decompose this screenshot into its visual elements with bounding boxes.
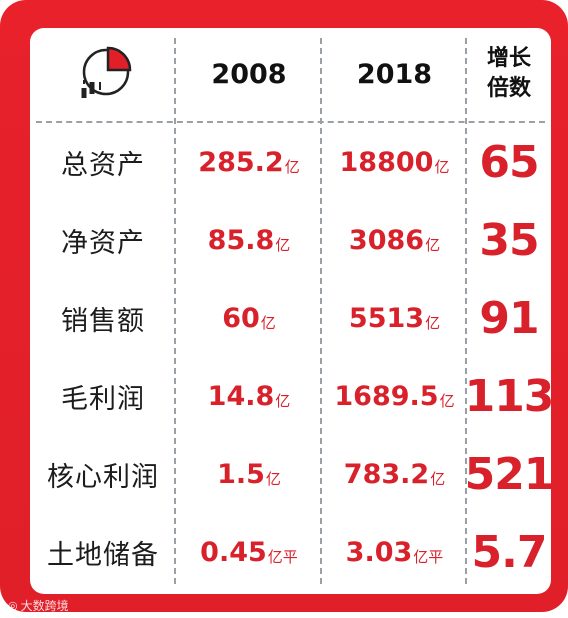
value-number: 3.03: [345, 536, 413, 568]
growth-multiple: 113: [464, 370, 551, 422]
table-row: 销售额 60 亿 5513 亿 91: [30, 279, 551, 357]
column-divider: [465, 38, 467, 584]
comparison-table: 2008 2018 增长 倍数 总资产 285.2 亿 18800 亿 65 净资产…: [30, 28, 551, 594]
value-2018: 3086 亿: [322, 201, 467, 279]
value-unit: 亿: [265, 469, 281, 488]
value-number: 60: [222, 302, 260, 334]
growth-multiple: 35: [479, 214, 539, 266]
watermark-text: 大数跨境: [20, 599, 69, 613]
table-row: 土地储备 0.45 亿平 3.03 亿平 5.7: [30, 513, 551, 591]
growth-multiple: 5.7: [471, 526, 548, 578]
value-2018: 3.03 亿平: [322, 513, 467, 591]
value-unit: 亿: [260, 313, 276, 332]
value-2008: 0.45 亿平: [176, 513, 322, 591]
value-2008: 14.8 亿: [176, 357, 322, 435]
value-unit: 亿: [430, 469, 446, 488]
growth-multiple: 91: [479, 292, 539, 344]
value-number: 1689.5: [334, 380, 439, 412]
header-2008: 2008: [176, 28, 322, 120]
logo-icon: ◎: [8, 599, 18, 612]
header-row: 2008 2018 增长 倍数: [30, 28, 551, 120]
value-2008: 60 亿: [176, 279, 322, 357]
year-2008-label: 2008: [211, 58, 287, 90]
value-unit: 亿: [284, 157, 300, 176]
column-divider: [320, 38, 322, 584]
header-2018: 2018: [322, 28, 467, 120]
row-label: 总资产: [61, 149, 145, 181]
row-label: 土地储备: [47, 539, 159, 571]
value-2018: 18800 亿: [322, 123, 467, 201]
value-unit: 亿: [275, 391, 291, 410]
pie-bar-chart-icon: [81, 46, 132, 98]
value-unit: 亿: [275, 235, 291, 254]
value-2018: 1689.5 亿: [322, 357, 467, 435]
value-unit: 亿平: [267, 547, 298, 566]
value-unit: 亿: [439, 391, 455, 410]
growth-label-line2: 倍数: [486, 76, 531, 101]
value-number: 14.8: [207, 380, 275, 412]
value-number: 85.8: [207, 224, 275, 256]
value-2008: 1.5 亿: [176, 435, 322, 513]
value-2008: 85.8 亿: [176, 201, 322, 279]
value-number: 3086: [348, 224, 425, 256]
row-label: 销售额: [61, 305, 145, 337]
value-number: 285.2: [198, 146, 284, 178]
table-row: 毛利润 14.8 亿 1689.5 亿 113: [30, 357, 551, 435]
value-unit: 亿: [434, 157, 450, 176]
row-label: 核心利润: [47, 461, 159, 493]
table-row: 净资产 85.8 亿 3086 亿 35: [30, 201, 551, 279]
value-2018: 5513 亿: [322, 279, 467, 357]
header-growth: 增长 倍数: [467, 28, 551, 120]
table-row: 总资产 285.2 亿 18800 亿 65: [30, 123, 551, 201]
value-number: 5513: [348, 302, 425, 334]
value-unit: 亿平: [413, 547, 444, 566]
watermark: ◎ 大数跨境: [8, 597, 69, 614]
value-number: 1.5: [217, 458, 265, 490]
value-unit: 亿: [425, 313, 441, 332]
value-unit: 亿: [425, 235, 441, 254]
row-label: 毛利润: [61, 383, 145, 415]
value-2018: 783.2 亿: [322, 435, 467, 513]
growth-multiple: 65: [479, 136, 539, 188]
value-number: 783.2: [343, 458, 430, 490]
growth-label-line1: 增长: [486, 46, 531, 71]
table-row: 核心利润 1.5 亿 783.2 亿 521: [30, 435, 551, 513]
row-divider: [36, 121, 545, 123]
row-label: 净资产: [61, 227, 145, 259]
value-2008: 285.2 亿: [176, 123, 322, 201]
column-divider: [174, 38, 176, 584]
year-2018-label: 2018: [356, 58, 433, 90]
value-number: 0.45: [200, 536, 267, 568]
growth-multiple: 521: [464, 448, 551, 500]
chart-icon-cell: [30, 28, 176, 120]
value-number: 18800: [339, 146, 434, 178]
